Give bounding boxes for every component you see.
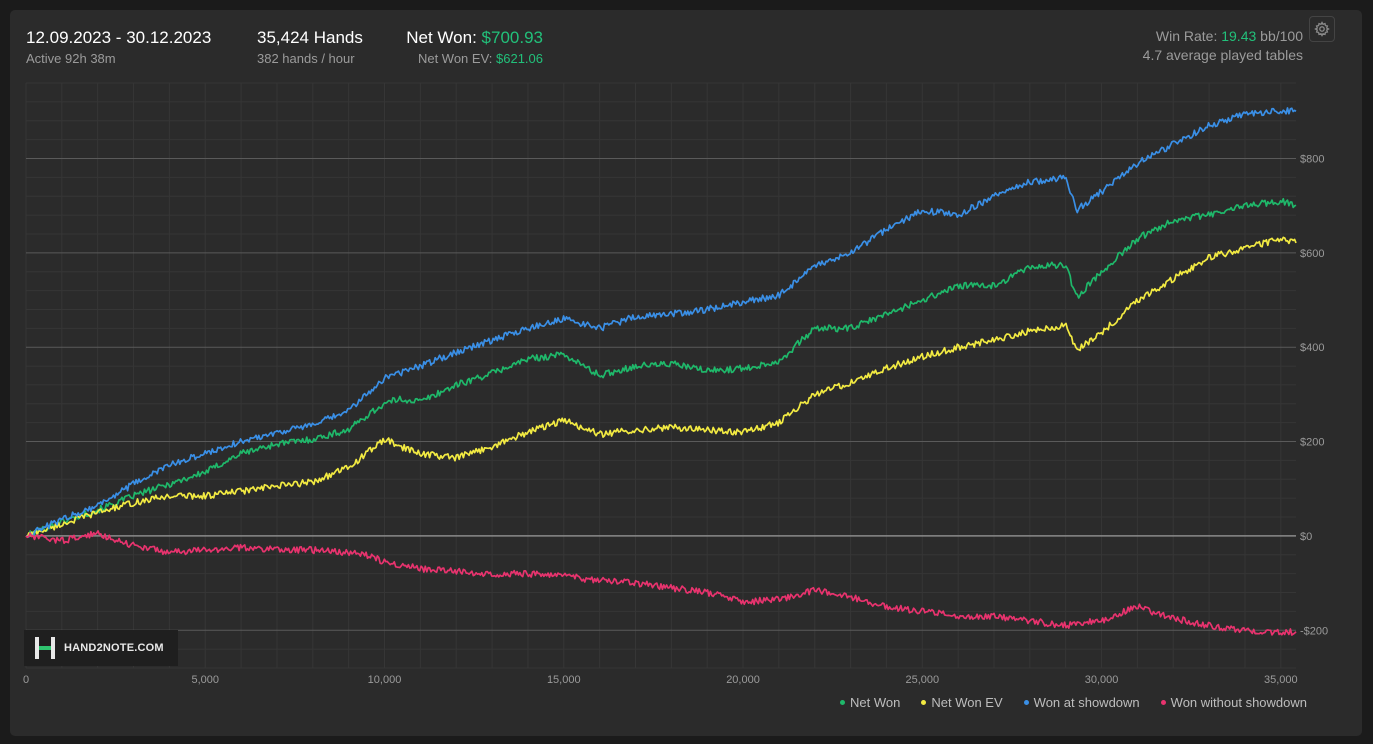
y-tick-label: $0 [1300,531,1312,543]
win-rate-unit: bb/100 [1260,28,1303,44]
hand2note-logo-icon [35,637,55,659]
series-won-at-showdown [25,107,1297,538]
x-tick-label: 10,000 [368,674,402,686]
series-won-without-showdown [25,530,1297,636]
y-tick-label: $800 [1300,153,1324,165]
settings-button[interactable] [1309,16,1335,42]
legend-net-won[interactable]: Net Won [840,695,900,710]
x-tick-label: 25,000 [905,674,939,686]
legend-dot [840,700,846,705]
x-tick-label: 20,000 [726,674,760,686]
win-rate-value: 19.43 [1221,28,1257,44]
y-tick-label: $600 [1300,248,1324,260]
date-range-block: 12.09.2023 - 30.12.2023 Active 92h 38m [26,28,211,67]
net-won-ev-value: $621.06 [496,51,543,66]
hands-count: 35,424 Hands [257,28,363,47]
legend-dot [921,700,927,705]
graph-panel [10,10,1362,736]
series-net-won [25,197,1297,538]
legend-label: Won at showdown [1033,695,1140,710]
gear-icon [1314,21,1330,37]
legend-net-won-ev[interactable]: Net Won EV [921,695,1003,710]
legend-label: Won without showdown [1170,695,1307,710]
hand2note-logo: HAND2NOTE.COM [24,630,178,666]
legend-won-at-showdown[interactable]: Won at showdown [1023,695,1140,710]
x-tick-label: 15,000 [547,674,581,686]
hands-block: 35,424 Hands 382 hands / hour [257,28,363,67]
net-won-ev-label: Net Won EV: [417,51,493,66]
net-won-label: Net Won: [406,28,477,47]
y-tick-label: $400 [1300,342,1324,354]
hands-per-hour: 382 hands / hour [257,51,355,66]
avg-tables: 4.7 average played tables [1142,47,1303,63]
legend-label: Net Won [850,695,901,710]
win-rate-block: Win Rate: 19.43 bb/100 4.7 average playe… [1080,28,1303,63]
legend-dot [1023,700,1029,705]
active-time: Active 92h 38m [26,51,116,66]
logo-text: HAND2NOTE.COM [64,642,164,654]
win-rate-label: Win Rate: [1155,28,1218,44]
net-won-value: $700.93 [481,28,543,47]
x-tick-label: 35,000 [1264,674,1298,686]
net-won-block: Net Won: $700.93 Net Won EV: $621.06 [370,28,543,67]
y-tick-label: -$200 [1300,625,1328,637]
legend-label: Net Won EV [931,695,1003,710]
chart-legend: Net Won Net Won EV Won at showdown Won w… [840,695,1307,710]
legend-won-without-showdown[interactable]: Won without showdown [1160,695,1307,710]
legend-dot [1160,700,1166,705]
series-net-won-ev [25,236,1297,538]
x-tick-label: 30,000 [1085,674,1119,686]
date-range: 12.09.2023 - 30.12.2023 [26,28,212,47]
y-tick-label: $200 [1300,437,1324,449]
x-tick-label: 5,000 [191,674,219,686]
x-tick-label: 0 [23,674,29,686]
